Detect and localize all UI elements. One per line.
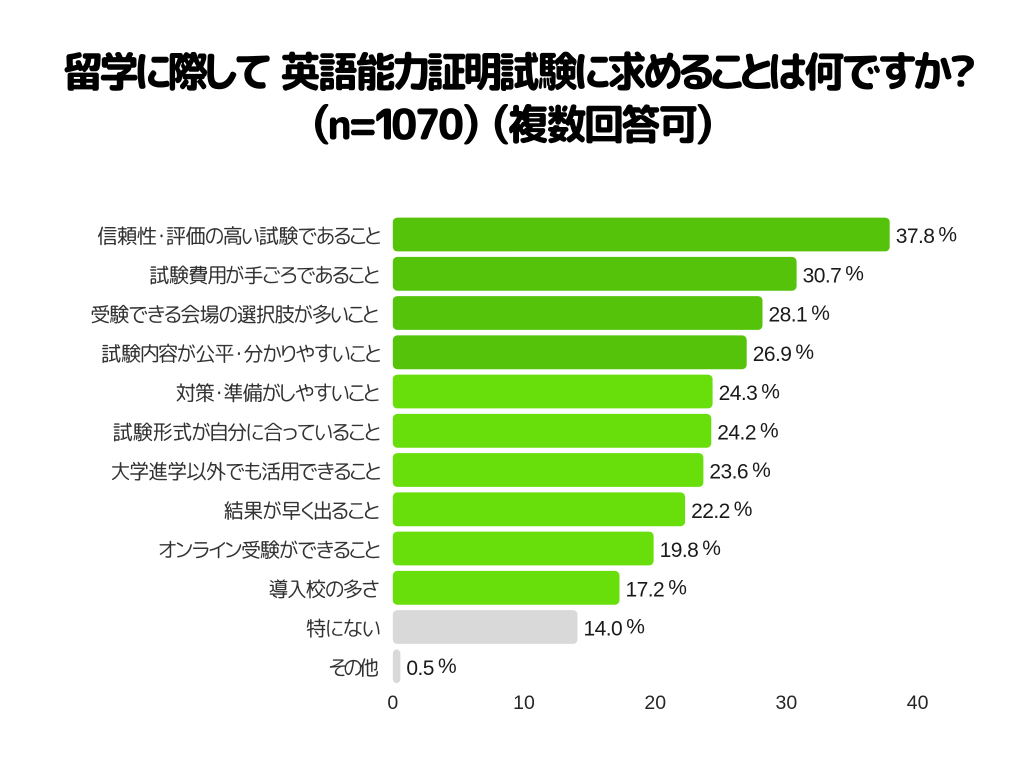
svg-text:20: 20 <box>644 692 666 714</box>
svg-text:40: 40 <box>907 692 929 714</box>
svg-text:24.2%: 24.2% <box>717 420 778 445</box>
svg-text:28.1%: 28.1% <box>769 302 830 327</box>
svg-text:24.3%: 24.3% <box>719 380 780 405</box>
svg-text:17.2%: 17.2% <box>626 577 687 602</box>
svg-text:0: 0 <box>387 692 398 714</box>
svg-text:23.6%: 23.6% <box>709 459 770 484</box>
svg-text:26.9%: 26.9% <box>753 341 814 366</box>
svg-text:30: 30 <box>776 692 798 714</box>
svg-text:37.8%: 37.8% <box>896 223 957 248</box>
svg-text:14.0%: 14.0% <box>584 616 645 641</box>
svg-text:22.2%: 22.2% <box>691 498 752 523</box>
svg-text:0.5%: 0.5% <box>406 655 456 680</box>
svg-text:30.7%: 30.7% <box>803 263 864 288</box>
svg-text:10: 10 <box>513 692 535 714</box>
svg-text:19.8%: 19.8% <box>660 537 721 562</box>
